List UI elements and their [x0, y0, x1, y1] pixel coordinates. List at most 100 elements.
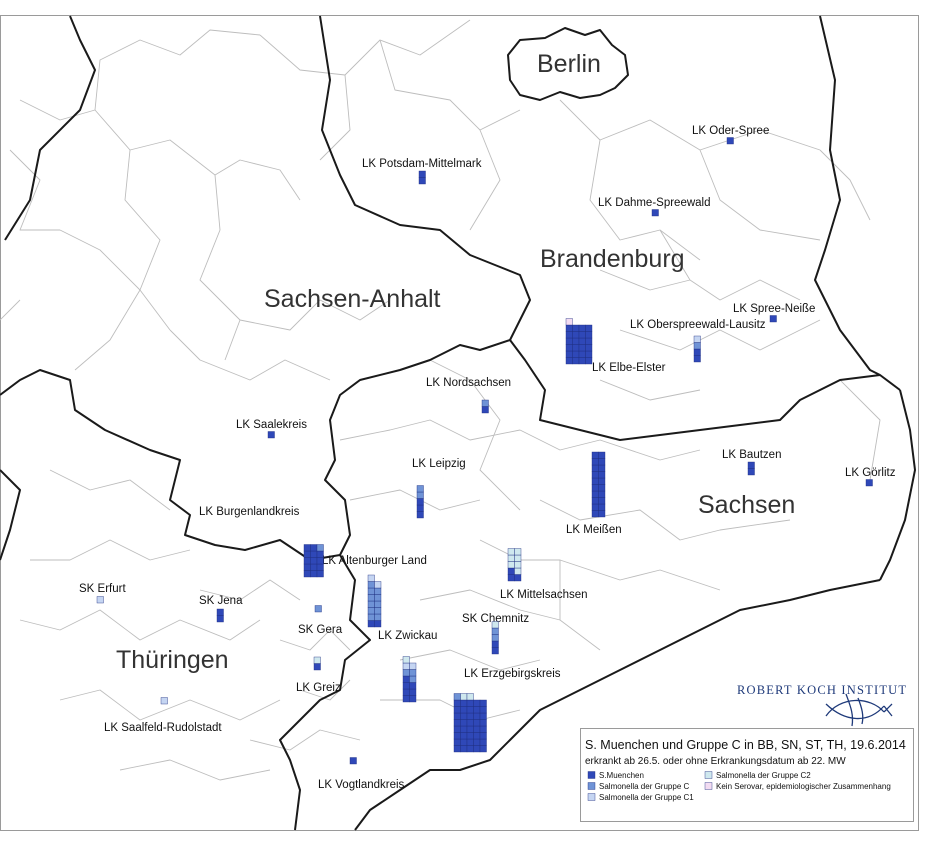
case-cell-s-muenchen — [453, 732, 461, 740]
case-cell-gruppe-c — [374, 594, 382, 602]
case-cell-gruppe-c2 — [460, 693, 468, 701]
case-grid-vogtlandkreis — [349, 757, 357, 765]
case-cell-s-muenchen — [409, 682, 417, 690]
case-cell-gruppe-c — [374, 613, 382, 621]
case-grid-dahme-spreewald — [651, 209, 659, 217]
case-cell-gruppe-c — [316, 544, 324, 552]
case-cell-s-muenchen — [591, 497, 599, 505]
case-cell-s-muenchen — [598, 503, 606, 511]
case-cell-s-muenchen — [479, 712, 487, 720]
district-label: SK Erfurt — [79, 583, 126, 595]
st-west-border — [4, 15, 96, 241]
district-label: LK Saalfeld-Rudolstadt — [104, 722, 222, 734]
case-grid-sk-chemnitz — [491, 621, 499, 655]
case-cell-s-muenchen — [598, 471, 606, 479]
case-grid-sk-gera — [314, 605, 322, 613]
case-cell-s-muenchen — [316, 570, 324, 578]
case-cell-s-muenchen — [466, 719, 474, 727]
case-cell-s-muenchen — [310, 544, 318, 552]
case-cell-s-muenchen — [460, 719, 468, 727]
district-label: LK Zwickau — [378, 630, 437, 642]
case-cell-gruppe-c2 — [313, 656, 321, 664]
case-cell-gruppe-c — [481, 399, 489, 407]
case-cell-s-muenchen — [572, 331, 580, 339]
case-grid-meissen — [591, 451, 606, 518]
case-cell-s-muenchen — [726, 137, 734, 145]
case-cell-s-muenchen — [473, 719, 481, 727]
district-label: LK Görlitz — [845, 467, 896, 479]
case-cell-s-muenchen — [460, 699, 468, 707]
case-cell-s-muenchen — [453, 738, 461, 746]
case-cell-gruppe-c1 — [374, 581, 382, 589]
case-cell-s-muenchen — [453, 699, 461, 707]
case-cell-s-muenchen — [598, 451, 606, 459]
case-cell-s-muenchen — [585, 350, 593, 358]
case-cell-s-muenchen — [578, 331, 586, 339]
case-cell-s-muenchen — [747, 461, 755, 469]
legend: S. Muenchen und Gruppe C in BB, SN, ST, … — [580, 728, 914, 822]
case-cell-s-muenchen — [565, 344, 573, 352]
district-labels: LK Potsdam-Mittelmark LK Oder-Spree LK D… — [79, 125, 896, 791]
case-cell-gruppe-c1 — [160, 697, 168, 705]
case-cell-s-muenchen — [598, 477, 606, 485]
legend-label-kein-serovar: Kein Serovar, epidemiologischer Zusammen… — [716, 782, 891, 791]
legend-swatch-s-muenchen — [587, 771, 596, 779]
district-label: LK Nordsachsen — [426, 377, 511, 389]
case-cell-s-muenchen — [316, 550, 324, 558]
case-cell-s-muenchen — [460, 745, 468, 753]
case-cell-gruppe-c — [416, 491, 424, 499]
case-grid-elbe-elster — [565, 318, 593, 365]
case-cell-gruppe-c1 — [409, 662, 417, 670]
case-cell-gruppe-c2 — [514, 561, 522, 569]
case-cell-gruppe-c2 — [514, 567, 522, 575]
case-cell-gruppe-c — [491, 634, 499, 642]
case-cell-gruppe-c2 — [491, 621, 499, 629]
case-cell-gruppe-c — [367, 607, 375, 615]
district-label: LK Erzgebirgskreis — [464, 668, 561, 680]
case-cell-s-muenchen — [473, 745, 481, 753]
district-label: SK Gera — [298, 624, 343, 636]
case-cell-s-muenchen — [693, 348, 701, 356]
case-cell-gruppe-c2 — [507, 554, 515, 562]
case-cell-gruppe-c — [402, 669, 410, 677]
case-cell-s-muenchen — [402, 695, 410, 703]
case-cell-s-muenchen — [578, 337, 586, 345]
case-cell-gruppe-c — [374, 607, 382, 615]
case-cell-s-muenchen — [479, 699, 487, 707]
case-cell-s-muenchen — [585, 337, 593, 345]
case-cell-gruppe-c2 — [402, 656, 410, 664]
case-cell-s-muenchen — [453, 725, 461, 733]
district-label: LK Oder-Spree — [692, 125, 769, 137]
case-cell-s-muenchen — [572, 337, 580, 345]
case-cell-s-muenchen — [374, 620, 382, 628]
th-west-border — [0, 469, 21, 561]
case-cell-s-muenchen — [591, 477, 599, 485]
case-cell-gruppe-c1 — [402, 662, 410, 670]
case-cell-s-muenchen — [591, 471, 599, 479]
case-cell-s-muenchen — [565, 331, 573, 339]
case-grid-nordsachsen — [481, 399, 489, 414]
case-cell-s-muenchen — [466, 725, 474, 733]
case-grids — [96, 137, 873, 765]
case-cell-s-muenchen — [565, 357, 573, 365]
case-grid-oberspreewald-lausitz — [693, 335, 701, 363]
case-cell-s-muenchen — [591, 484, 599, 492]
case-cell-gruppe-c1 — [693, 335, 701, 343]
case-grid-altenburger-land — [367, 574, 382, 628]
case-cell-s-muenchen — [453, 745, 461, 753]
district-label: LK Spree-Neiße — [733, 303, 815, 315]
case-cell-s-muenchen — [473, 732, 481, 740]
legend-swatch-gruppe-c2 — [704, 771, 713, 779]
case-cell-s-muenchen — [402, 675, 410, 683]
district-label: LK Burgenlandkreis — [199, 506, 300, 518]
region-label-berlin: Berlin — [537, 50, 601, 78]
legend-label-s-muenchen: S.Muenchen — [599, 771, 644, 780]
case-cell-s-muenchen — [598, 490, 606, 498]
case-cell-gruppe-c — [367, 594, 375, 602]
district-label: LK Mittelsachsen — [500, 589, 588, 601]
bb-sn-border — [509, 339, 901, 441]
case-cell-s-muenchen — [310, 563, 318, 571]
case-cell-gruppe-c2 — [514, 554, 522, 562]
case-cell-s-muenchen — [479, 719, 487, 727]
district-label: LK Oberspreewald-Lausitz — [630, 319, 766, 331]
